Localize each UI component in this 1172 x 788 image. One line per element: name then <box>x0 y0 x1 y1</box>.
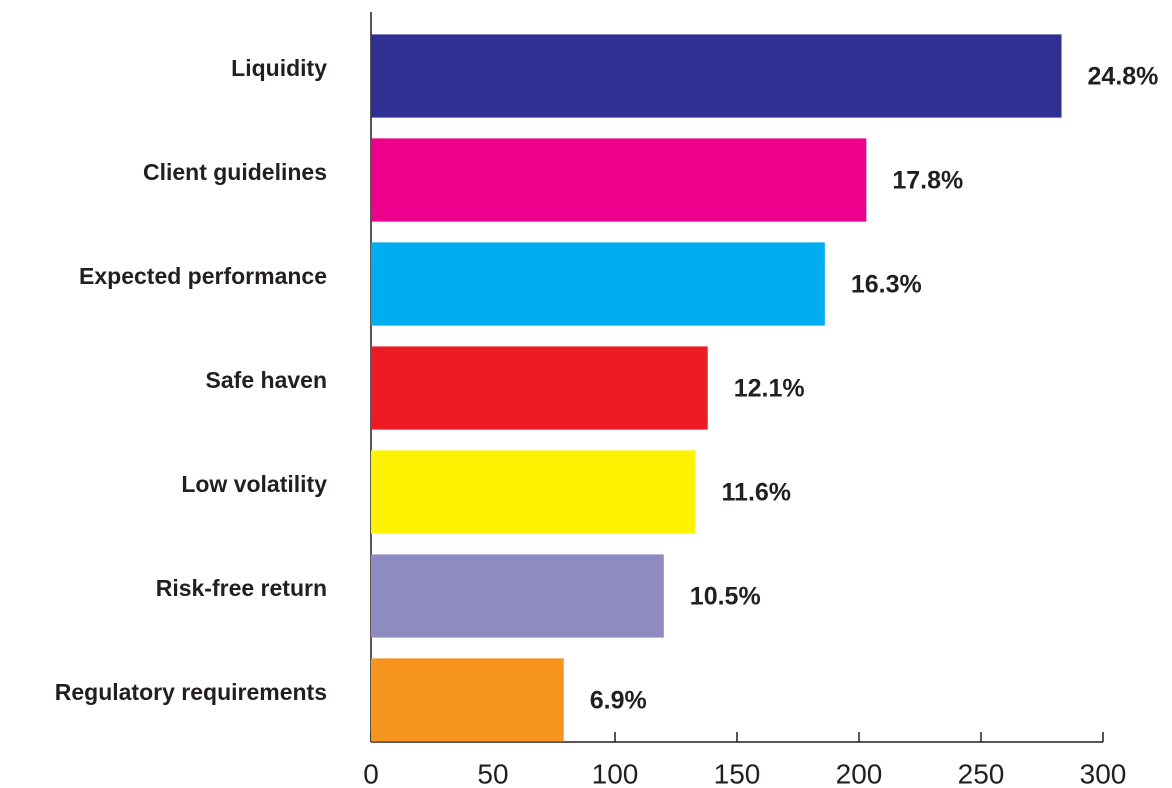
category-label: Expected performance <box>79 263 327 289</box>
bar <box>371 658 564 742</box>
category-label: Risk-free return <box>156 575 327 601</box>
category-label: Client guidelines <box>143 159 327 185</box>
x-tick-label: 50 <box>477 758 508 788</box>
x-tick-label: 0 <box>363 758 379 788</box>
value-label: 6.9% <box>590 687 647 715</box>
x-tick-label: 150 <box>714 758 761 788</box>
category-label: Regulatory requirements <box>55 679 327 705</box>
value-label: 24.8% <box>1088 63 1159 91</box>
x-tick-label: 250 <box>958 758 1005 788</box>
bar <box>371 554 664 638</box>
category-label: Low volatility <box>181 471 327 497</box>
x-tick-label: 100 <box>592 758 639 788</box>
value-label: 11.6% <box>722 479 792 507</box>
bar <box>371 346 708 430</box>
value-label: 10.5% <box>690 583 761 611</box>
x-tick-label: 200 <box>836 758 883 788</box>
value-label: 16.3% <box>851 271 922 299</box>
bar <box>371 242 825 326</box>
category-label: Safe haven <box>206 367 327 393</box>
x-tick-label: 300 <box>1080 758 1127 788</box>
value-label: 17.8% <box>892 167 963 195</box>
bar <box>371 450 696 534</box>
category-label: Liquidity <box>231 55 327 81</box>
value-label: 12.1% <box>734 375 805 403</box>
bar <box>371 138 867 222</box>
bar <box>371 34 1062 118</box>
